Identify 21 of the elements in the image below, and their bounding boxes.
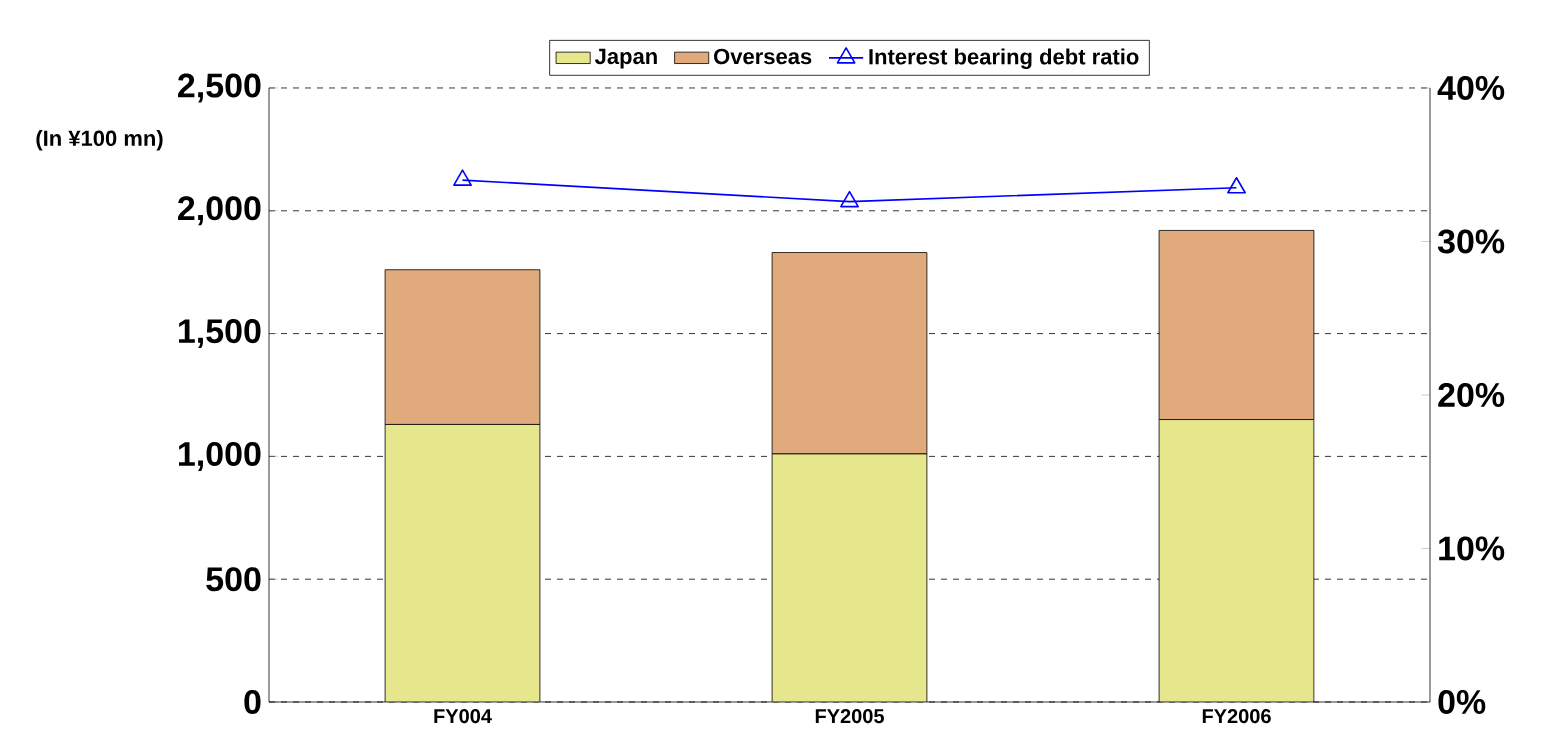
y-tick-label: 500 bbox=[206, 567, 261, 592]
y-axis-title: (In ¥100 mn) bbox=[36, 129, 163, 151]
point bbox=[453, 169, 472, 186]
legend-label: Overseas bbox=[714, 48, 812, 65]
y2-tick-label: 10% bbox=[1439, 536, 1505, 561]
x-tick-label: FY2005 bbox=[815, 709, 884, 724]
legend-label: Japan bbox=[594, 48, 657, 69]
x-tick-label: FY2006 bbox=[1202, 709, 1271, 724]
y-tick-label: 2,000 bbox=[178, 196, 261, 226]
point bbox=[1227, 176, 1246, 194]
y2-tick-label: 0% bbox=[1438, 689, 1486, 715]
y2-tick-label: 40% bbox=[1437, 75, 1505, 101]
x-tick-label: FY004 bbox=[434, 709, 492, 724]
y2-tick-label: 30% bbox=[1437, 229, 1505, 254]
y-tick-label: 1,500 bbox=[178, 319, 261, 349]
y-tick-label: 0 bbox=[244, 689, 261, 715]
point bbox=[840, 190, 859, 208]
y-tick-label: 1,000 bbox=[178, 441, 261, 471]
legend-label: Interest bearing debt ratio bbox=[869, 48, 1139, 69]
y-tick-label: 2,500 bbox=[178, 73, 261, 103]
y2-tick-label: 20% bbox=[1438, 382, 1505, 408]
